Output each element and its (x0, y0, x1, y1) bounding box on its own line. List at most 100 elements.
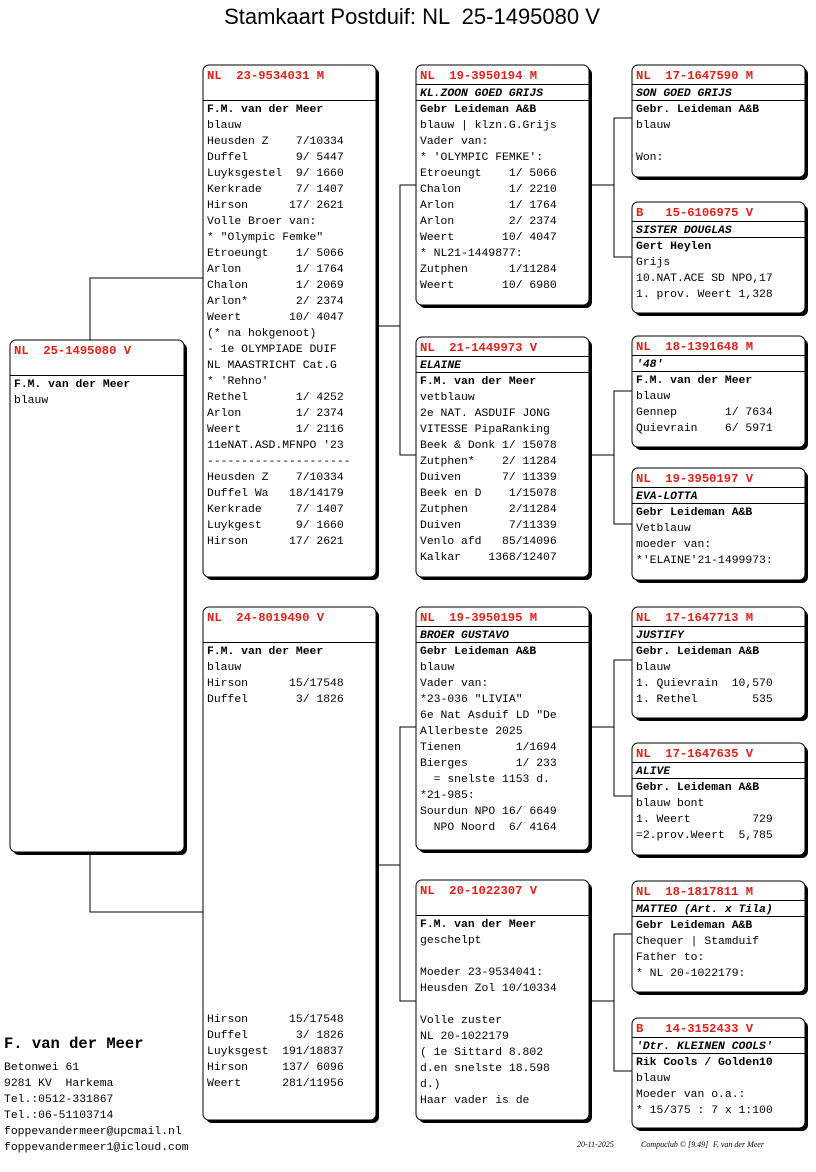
info-line: Kalkar 1368/12407 (420, 552, 557, 564)
info-line: Vader van: (420, 136, 488, 148)
info-line: Duffel 9/ 5447 (207, 152, 344, 164)
pedigree-card: NL 25-1495080 V F.M. van der Meer blauw (9, 339, 187, 855)
info-line: Venlo afd 85/14096 (420, 536, 557, 548)
info-line: Heusden Z 7/10334 (207, 136, 344, 148)
info-line: Weert 1/ 2116 (207, 424, 344, 436)
owner-detail: foppevandermeer1@icloud.com (4, 1142, 189, 1154)
pigeon-name: JUSTIFY (636, 630, 685, 642)
info-line: moeder van: (636, 539, 711, 551)
info-line: blauw | klzn.G.Grijs (420, 120, 557, 132)
info-line: blauw (636, 1073, 670, 1085)
info-line: Weert 10/ 4047 (420, 232, 557, 244)
ring-number: B 14-3152433 V (636, 1022, 754, 1036)
pigeon-name: ELAINE (420, 360, 462, 372)
ring-number: NL 23-9534031 M (207, 69, 324, 83)
info-line: * 15/375 : 7 x 1:100 (636, 1105, 773, 1117)
pedigree-card: NL 19-3950197 V EVA-LOTTA Gebr Leideman A&… (631, 467, 808, 583)
ring-number: NL 17-1647590 M (636, 69, 753, 83)
card-box (9, 339, 185, 853)
info-line: Rethel 1/ 4252 (207, 392, 344, 404)
card-box (631, 201, 806, 314)
info-line: Allerbeste 2025 (420, 726, 523, 738)
info-line: *21-985: (420, 790, 475, 802)
card-box (631, 880, 806, 993)
owner-detail: Tel.:06-51103714 (4, 1110, 114, 1122)
info-line: vetblauw (420, 392, 475, 404)
info-line: Grijs (636, 257, 670, 269)
info-line: Etroeungt 1/ 5066 (207, 248, 344, 260)
pedigree-card: NL 23-9534031 M F.M. van der Meer blauw Heu… (202, 64, 379, 580)
info-line: Hirson 137/ 6096 (207, 1062, 344, 1074)
info-line: Zutphen 2/11284 (420, 504, 557, 516)
info-line: Hirson 17/ 2621 (207, 200, 344, 212)
info-line: Beek & Donk 1/ 15078 (420, 440, 557, 452)
info-line: blauw (420, 662, 454, 674)
info-line: Hirson 17/ 2621 (207, 536, 344, 548)
info-line: Arlon 1/ 2374 (207, 408, 344, 420)
ring-number: B 15-6106975 V (636, 206, 754, 220)
card-box (631, 467, 806, 581)
info-line: Volle zuster (420, 1015, 502, 1027)
info-line: Chalon 1/ 2210 (420, 184, 557, 196)
info-line: NPO Noord 6/ 4164 (420, 822, 557, 834)
info-line: blauw (636, 391, 670, 403)
info-line: blauw (207, 120, 241, 132)
owner-detail: Betonwei 61 (4, 1062, 79, 1074)
owner-line: F.M. van der Meer (420, 376, 536, 388)
owner-line: Gert Heylen (636, 241, 711, 253)
pigeon-name: ALIVE (635, 766, 671, 778)
info-line: = snelste 1153 d. (420, 774, 550, 786)
info-line: Luyksgestel 9/ 1660 (207, 168, 344, 180)
card-box (415, 336, 590, 578)
pigeon-name: BROER GUSTAVO (420, 630, 509, 642)
pigeon-name: 'Dtr. KLEINEN COOLS' (636, 1041, 773, 1053)
owner-line: Rik Cools / Golden10 (636, 1057, 773, 1069)
info-line: Luyksgest 191/18837 (207, 1046, 344, 1058)
pigeon-name: SON GOED GRIJS (636, 88, 732, 100)
info-line: Quievrain 6/ 5971 (636, 423, 773, 435)
info-line: *23-036 "LIVIA" (420, 694, 523, 706)
info-line: Volle Broer van: (207, 216, 316, 228)
info-line: Beek en D 1/15078 (420, 488, 557, 500)
info-line: Duffel Wa 18/14179 (207, 488, 344, 500)
info-line: Zutphen* 2/ 11284 (420, 456, 557, 468)
info-line: Duffel 3/ 1826 (207, 1030, 344, 1042)
pedigree-card: NL 24-8019490 V F.M. van der Meer blauw Hir… (202, 606, 379, 1123)
owner-line: Gebr Leideman A&B (420, 104, 536, 116)
info-line: *'ELAINE'21-1499973: (636, 555, 773, 567)
info-line: Vader van: (420, 678, 488, 690)
pedigree-card: NL 19-3950194 M KL.ZOON GOED GRIJS Gebr Le… (415, 64, 592, 308)
owner-line: F.M. van der Meer (420, 919, 536, 931)
info-line: VITESSE PipaRanking (420, 424, 550, 436)
ring-number: NL 19-3950194 M (420, 69, 537, 83)
info-line: blauw (207, 662, 241, 674)
pigeon-name: EVA-LOTTA (636, 491, 698, 503)
info-line: Arlon 1/ 1764 (207, 264, 344, 276)
owner-line: Gebr. Leideman A&B (636, 782, 759, 794)
info-line: 6e Nat Asduif LD "De (420, 710, 557, 722)
info-line: Duiven 7/11339 (420, 520, 557, 532)
info-line: Gennep 1/ 7634 (636, 407, 773, 419)
info-line: Haar vader is de (420, 1095, 530, 1107)
card-box (415, 64, 590, 306)
owner-line: Gebr. Leideman A&B (636, 646, 759, 658)
pedigree-card: NL 21-1449973 V ELAINE F.M. van der Meer ve… (415, 336, 592, 580)
info-line: Arlon 1/ 1764 (420, 200, 557, 212)
info-line: * NL21-1449877: (420, 248, 523, 260)
info-line: 11eNAT.ASD.MFNPO '23 (207, 440, 344, 452)
info-line: Weert 10/ 6980 (420, 280, 557, 292)
owner-name: F. van der Meer (4, 1035, 144, 1053)
ring-number: NL 17-1647635 V (636, 747, 754, 761)
info-line: --------------------- (207, 456, 351, 468)
owner-line: F.M. van der Meer (14, 379, 130, 391)
owner-line: Gebr Leideman A&B (420, 646, 536, 658)
info-line: blauw (14, 395, 48, 407)
owner-detail: foppevandermeer@upcmail.nl (4, 1126, 182, 1138)
info-line: blauw (636, 120, 670, 132)
footer-date: 20-11-2025 (577, 1140, 614, 1149)
info-line: Hirson 15/17548 (207, 678, 344, 690)
info-line: Luykgest 9/ 1660 (207, 520, 344, 532)
info-line: blauw bont (636, 798, 704, 810)
info-line: Kerkrade 7/ 1407 (207, 504, 344, 516)
pedigree-card: B 14-3152433 V 'Dtr. KLEINEN COOLS' Rik Co… (631, 1017, 808, 1131)
